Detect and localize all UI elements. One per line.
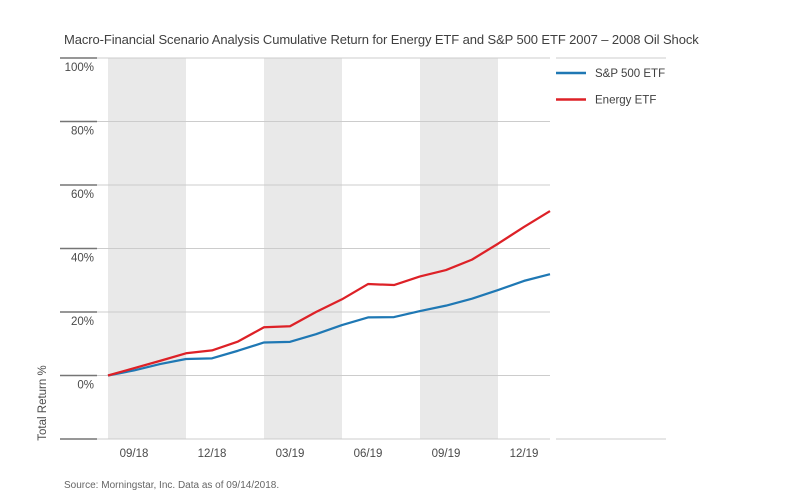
series-line-sp500 — [107, 273, 551, 377]
y-axis-title: Total Return % — [37, 365, 49, 440]
legend-item: Energy ETF — [556, 95, 656, 107]
x-tick-label: 09/18 — [120, 448, 149, 460]
chart-title: Macro-Financial Scenario Analysis Cumula… — [64, 32, 699, 47]
y-tick-label: 0% — [77, 380, 94, 392]
x-tick-label: 03/19 — [276, 448, 305, 460]
y-tick-label: 100% — [65, 62, 94, 74]
legend-label: Energy ETF — [595, 95, 656, 107]
legend-item: S&P 500 ETF — [556, 68, 665, 80]
legend-label: S&P 500 ETF — [595, 68, 665, 80]
y-tick-label: 40% — [71, 253, 94, 265]
y-tick-label: 60% — [71, 189, 94, 201]
y-tick-label: 20% — [71, 316, 94, 328]
x-tick-label: 12/19 — [510, 448, 539, 460]
y-tick-label: 80% — [71, 126, 94, 138]
x-tick-label: 06/19 — [354, 448, 383, 460]
x-tick-label: 12/18 — [198, 448, 227, 460]
source-note: Source: Morningstar, Inc. Data as of 09/… — [64, 480, 280, 491]
x-tick-label: 09/19 — [432, 448, 461, 460]
series-line-energy — [107, 210, 551, 377]
